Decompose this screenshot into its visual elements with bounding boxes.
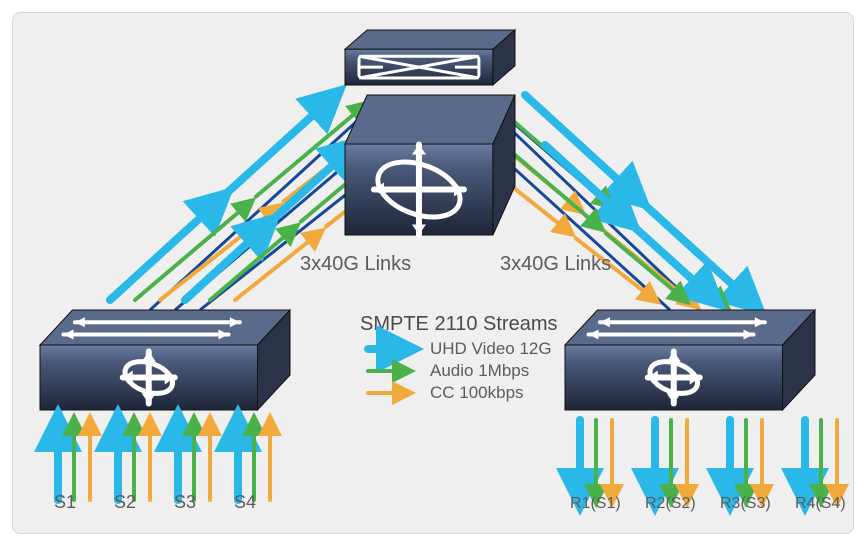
legend-title: SMPTE 2110 Streams xyxy=(360,313,557,335)
legend-item: UHD Video 12G xyxy=(430,339,552,358)
spine-top-module xyxy=(345,30,515,85)
stream-video xyxy=(276,145,355,217)
stream-cc xyxy=(160,208,278,301)
receiver-label: R2(S2) xyxy=(645,495,696,512)
leaf-switch-right xyxy=(565,310,815,410)
legend-item: CC 100kbps xyxy=(430,383,524,402)
source-label: S2 xyxy=(114,492,136,512)
right-link-label: 3x40G Links xyxy=(500,253,611,275)
spine-switch xyxy=(345,95,515,235)
receiver-label: R1(S1) xyxy=(570,495,621,512)
source-label: S1 xyxy=(54,492,76,512)
source-label: S3 xyxy=(174,492,196,512)
leaf-switch-left xyxy=(40,310,290,410)
stream-audio xyxy=(515,155,600,228)
receiver-label: R4(S4) xyxy=(795,495,846,512)
left-link-label: 3x40G Links xyxy=(300,253,411,275)
legend-item: Audio 1Mbps xyxy=(430,361,529,380)
source-label: S4 xyxy=(234,492,256,512)
receiver-label: R3(S3) xyxy=(720,495,771,512)
